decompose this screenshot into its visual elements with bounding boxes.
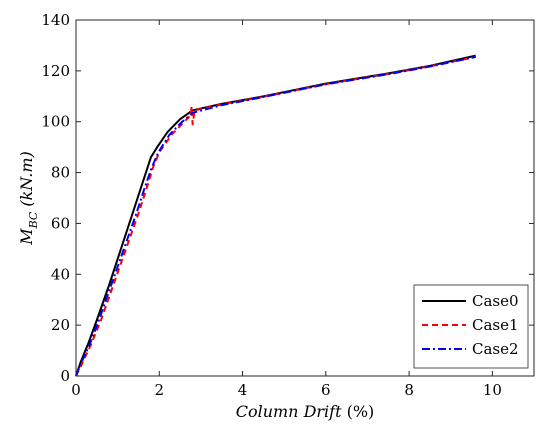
y-axis-label: MBC(kN.m) <box>17 151 40 246</box>
y-tick-label: 120 <box>41 62 70 80</box>
series-line-case2 <box>75 55 476 377</box>
y-tick-label: 140 <box>41 11 70 29</box>
x-tick-label: 4 <box>238 381 248 399</box>
legend-label-case2: Case2 <box>472 340 519 358</box>
legend-label-case0: Case0 <box>472 292 519 310</box>
legend-box <box>413 284 529 369</box>
series-layer <box>75 54 476 377</box>
y-tick-label: 20 <box>51 316 70 334</box>
legend-label-case1: Case1 <box>472 316 519 334</box>
plot-frame <box>75 19 535 377</box>
x-tick-label: 6 <box>321 381 331 399</box>
x-tick-label: 10 <box>483 381 502 399</box>
y-tick-label: 60 <box>51 214 70 232</box>
x-axis-label: Column Drift (%) <box>236 402 375 421</box>
x-tick-label: 0 <box>71 381 81 399</box>
x-tick-label: 8 <box>404 381 414 399</box>
legend: Case0 Case1 Case2 <box>413 284 529 369</box>
y-tick-label: 40 <box>51 265 70 283</box>
y-tick-label: 80 <box>51 164 70 182</box>
y-tick-label: 100 <box>41 113 70 131</box>
x-tick-label: 2 <box>154 381 164 399</box>
y-tick-label: 0 <box>60 367 70 385</box>
